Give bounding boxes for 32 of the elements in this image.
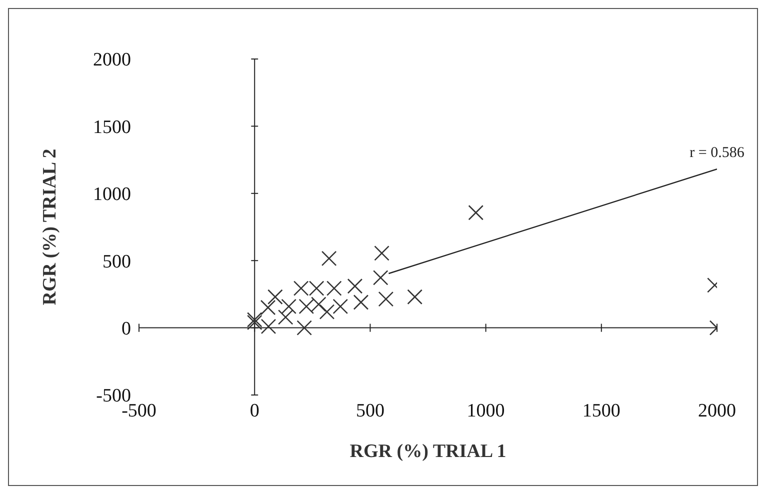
point	[246, 314, 262, 330]
point	[281, 298, 296, 314]
x-tick-label: 0	[250, 400, 260, 422]
point	[353, 294, 369, 310]
point	[332, 298, 348, 314]
point	[278, 310, 294, 325]
point	[296, 320, 312, 336]
y-tick-label: 1000	[93, 184, 131, 206]
x-tick-label: 1500	[582, 400, 620, 422]
point	[319, 304, 335, 320]
x-axis-title: RGR (%) TRIAL 1	[350, 441, 506, 462]
point	[347, 278, 363, 294]
x-tick-label: 500	[356, 400, 384, 422]
point	[372, 270, 388, 286]
point	[260, 318, 276, 334]
x-tick-label: 2000	[698, 400, 736, 422]
point	[407, 289, 422, 305]
y-tick-label: 500	[102, 251, 131, 272]
point	[246, 312, 262, 328]
point	[326, 280, 342, 296]
point	[268, 289, 283, 305]
y-tick-label: 1500	[93, 116, 131, 138]
x-tick-label: 1000	[466, 400, 505, 422]
y-tick-label: 2000	[93, 50, 131, 71]
point	[260, 300, 276, 316]
point	[378, 291, 394, 307]
point	[468, 204, 484, 220]
annotation: r = 0.586	[690, 145, 745, 162]
point	[321, 250, 337, 266]
y-axis-title: RGR (%) TRIAL 2	[40, 148, 61, 306]
point	[374, 246, 390, 261]
y-tick-label: 0	[122, 318, 131, 340]
